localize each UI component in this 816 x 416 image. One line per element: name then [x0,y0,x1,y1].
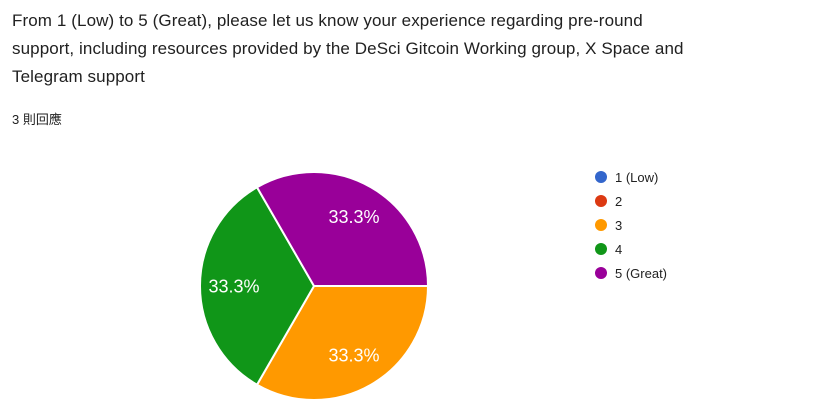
pie-slice-label-4: 33.3% [208,276,259,296]
legend-label-2: 2 [615,193,623,209]
legend-swatch-1-low [595,171,607,183]
pie-slice-4[interactable] [199,186,315,386]
legend-swatch-4 [595,243,607,255]
legend-label-5-great: 5 (Great) [615,265,668,281]
question-title-line-2: support, including resources provided by… [12,39,684,58]
pie-slice-label-5-great: 33.3% [328,207,379,227]
legend-swatch-2 [595,195,607,207]
legend-label-4: 4 [615,241,623,257]
legend-item-2: 2 [595,189,667,213]
legend-item-5-great: 5 (Great) [595,261,667,285]
question-title-line-3: Telegram support [12,67,145,86]
legend-label-3: 3 [615,217,623,233]
responses-count: 3 則回應 [12,112,62,127]
pie-chart: 33.3% 33.3% 33.3% [199,171,429,401]
pie-slice-5-great[interactable] [256,171,429,287]
question-title-line-1: From 1 (Low) to 5 (Great), please let us… [12,11,643,30]
legend-label-1-low: 1 (Low) [615,169,659,185]
legend-item-1-low: 1 (Low) [595,165,667,189]
legend-swatch-3 [595,219,607,231]
question-title: From 1 (Low) to 5 (Great), please let us… [12,7,804,91]
legend-item-4: 4 [595,237,667,261]
pie-slice-label-3: 33.3% [328,346,379,366]
chart-legend: 1 (Low) 2 3 4 5 (Great) [595,165,667,285]
legend-swatch-5-great [595,267,607,279]
legend-item-3: 3 [595,213,667,237]
pie-slice-3[interactable] [256,285,429,401]
